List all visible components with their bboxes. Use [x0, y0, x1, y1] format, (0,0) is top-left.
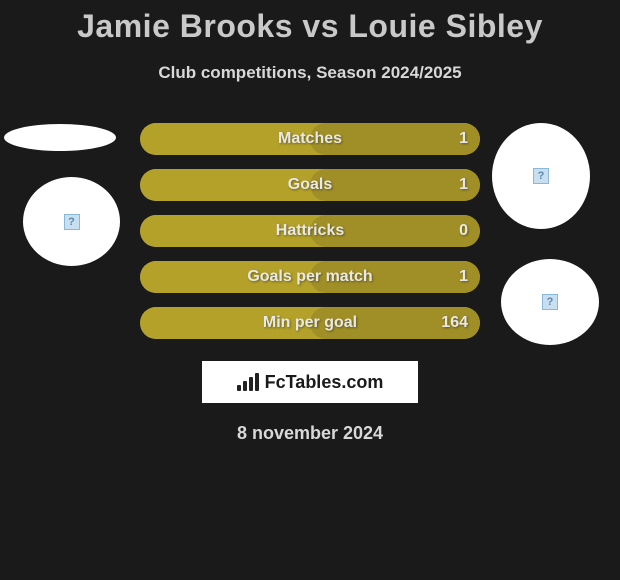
placeholder-icon	[533, 168, 549, 184]
stat-value-right: 0	[459, 222, 468, 240]
subtitle: Club competitions, Season 2024/2025	[0, 63, 620, 83]
page-title: Jamie Brooks vs Louie Sibley	[0, 8, 620, 45]
placeholder-icon	[64, 214, 80, 230]
footer-brand-box: FcTables.com	[202, 361, 418, 403]
date-text: 8 november 2024	[0, 423, 620, 444]
stat-bars: Matches 1 Goals 1 Hattricks 0 Goals per match 1…	[140, 123, 480, 339]
stat-value-right: 1	[459, 130, 468, 148]
stat-bar: Goals per match 1	[140, 261, 480, 293]
stat-bar: Goals 1	[140, 169, 480, 201]
player-badge-topright	[492, 123, 590, 229]
stat-value-right: 164	[441, 314, 468, 332]
stat-bar: Min per goal 164	[140, 307, 480, 339]
stat-bar: Matches 1	[140, 123, 480, 155]
stat-value-right: 1	[459, 268, 468, 286]
brand-text: FcTables.com	[265, 372, 384, 393]
stat-bar-left-fill	[140, 169, 310, 201]
player-badge-left	[23, 177, 120, 266]
brand-bars-icon	[237, 373, 259, 391]
player-badge-topleft	[4, 124, 116, 151]
stat-label: Goals	[288, 176, 332, 194]
stat-bar: Hattricks 0	[140, 215, 480, 247]
stat-label: Min per goal	[263, 314, 357, 332]
placeholder-icon	[542, 294, 558, 310]
stat-label: Matches	[278, 130, 342, 148]
stat-label: Goals per match	[247, 268, 372, 286]
stat-label: Hattricks	[276, 222, 344, 240]
player-badge-right	[501, 259, 599, 345]
stat-bar-right-fill	[310, 169, 480, 201]
stat-value-right: 1	[459, 176, 468, 194]
brand-logo: FcTables.com	[237, 372, 384, 393]
